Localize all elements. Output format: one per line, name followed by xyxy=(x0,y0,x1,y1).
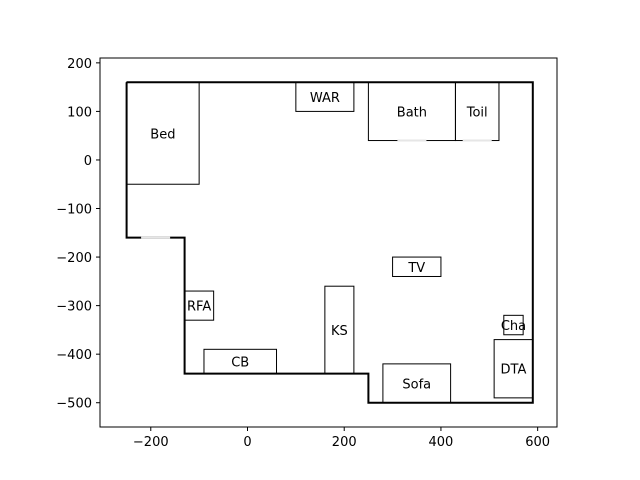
x-tick-label: 400 xyxy=(429,435,454,450)
y-tick-label: −100 xyxy=(56,203,92,218)
room-label-toil: Toil xyxy=(466,105,488,120)
y-tick-label: 100 xyxy=(67,105,92,120)
x-tick-label: −200 xyxy=(133,435,169,450)
room-label-rfa: RFA xyxy=(187,300,211,315)
room-label-cb: CB xyxy=(231,355,249,370)
room-label-sofa: Sofa xyxy=(402,377,431,392)
y-tick-label: −200 xyxy=(56,251,92,266)
room-label-bed: Bed xyxy=(150,127,175,142)
x-tick-label: 600 xyxy=(525,435,550,450)
y-tick-label: −500 xyxy=(56,397,92,412)
room-label-cha: Cha xyxy=(501,319,526,334)
x-tick-label: 200 xyxy=(332,435,357,450)
openings-layer xyxy=(141,139,492,239)
room-box-tv xyxy=(392,256,442,277)
y-tick-label: 0 xyxy=(84,154,92,169)
axes-frame xyxy=(99,57,558,428)
y-tick-label: 200 xyxy=(67,57,92,72)
x-tick-label: 0 xyxy=(243,435,251,450)
room-label-war: WAR xyxy=(310,91,340,106)
rooms-layer: Bed WAR Bath Toil TV RFA KS CB Sofa Cha DTA xyxy=(126,81,534,404)
room-box-cha xyxy=(503,314,524,336)
room-label-bath: Bath xyxy=(397,105,427,120)
room-label-ks: KS xyxy=(331,324,348,339)
room-label-dta: DTA xyxy=(501,363,527,378)
y-tick-label: −300 xyxy=(56,300,92,315)
y-axis: 200 100 0 −100 −200 −300 −400 −500 xyxy=(56,57,100,412)
x-axis: −200 0 200 400 600 xyxy=(133,427,550,450)
room-label-tv: TV xyxy=(407,261,425,276)
y-tick-label: −400 xyxy=(56,348,92,363)
